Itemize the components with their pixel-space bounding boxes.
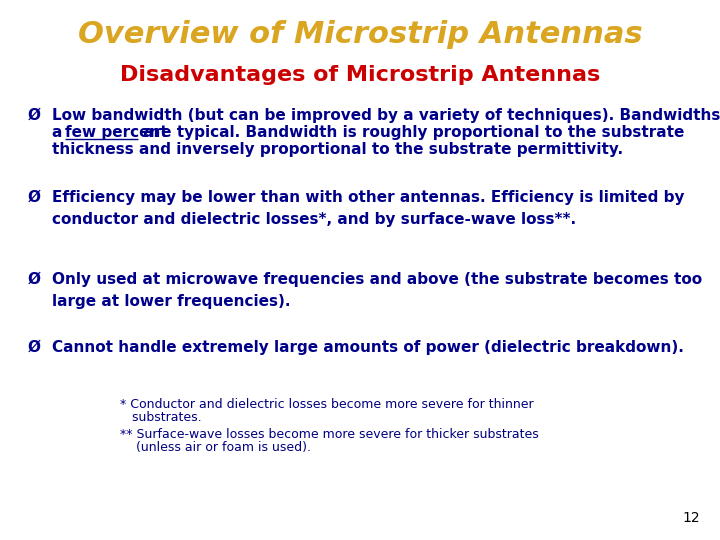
Text: a: a: [52, 125, 68, 140]
Text: few percent: few percent: [66, 125, 168, 140]
Text: Ø: Ø: [28, 108, 41, 123]
Text: Cannot handle extremely large amounts of power (dielectric breakdown).: Cannot handle extremely large amounts of…: [52, 340, 684, 355]
Text: (unless air or foam is used).: (unless air or foam is used).: [120, 441, 311, 454]
Text: Only used at microwave frequencies and above (the substrate becomes too
large at: Only used at microwave frequencies and a…: [52, 272, 702, 308]
Text: Ø: Ø: [28, 340, 41, 355]
Text: * Conductor and dielectric losses become more severe for thinner: * Conductor and dielectric losses become…: [120, 398, 534, 411]
Text: Disadvantages of Microstrip Antennas: Disadvantages of Microstrip Antennas: [120, 65, 600, 85]
Text: 12: 12: [683, 511, 700, 525]
Text: substrates.: substrates.: [120, 411, 202, 424]
Text: ** Surface-wave losses become more severe for thicker substrates: ** Surface-wave losses become more sever…: [120, 428, 539, 441]
Text: Ø: Ø: [28, 190, 41, 205]
Text: Low bandwidth (but can be improved by a variety of techniques). Bandwidths of: Low bandwidth (but can be improved by a …: [52, 108, 720, 123]
Text: Efficiency may be lower than with other antennas. Efficiency is limited by
condu: Efficiency may be lower than with other …: [52, 190, 685, 227]
Text: thickness and inversely proportional to the substrate permittivity.: thickness and inversely proportional to …: [52, 142, 623, 157]
Text: are typical. Bandwidth is roughly proportional to the substrate: are typical. Bandwidth is roughly propor…: [138, 125, 684, 140]
Text: Overview of Microstrip Antennas: Overview of Microstrip Antennas: [78, 20, 642, 49]
Text: Ø: Ø: [28, 272, 41, 287]
